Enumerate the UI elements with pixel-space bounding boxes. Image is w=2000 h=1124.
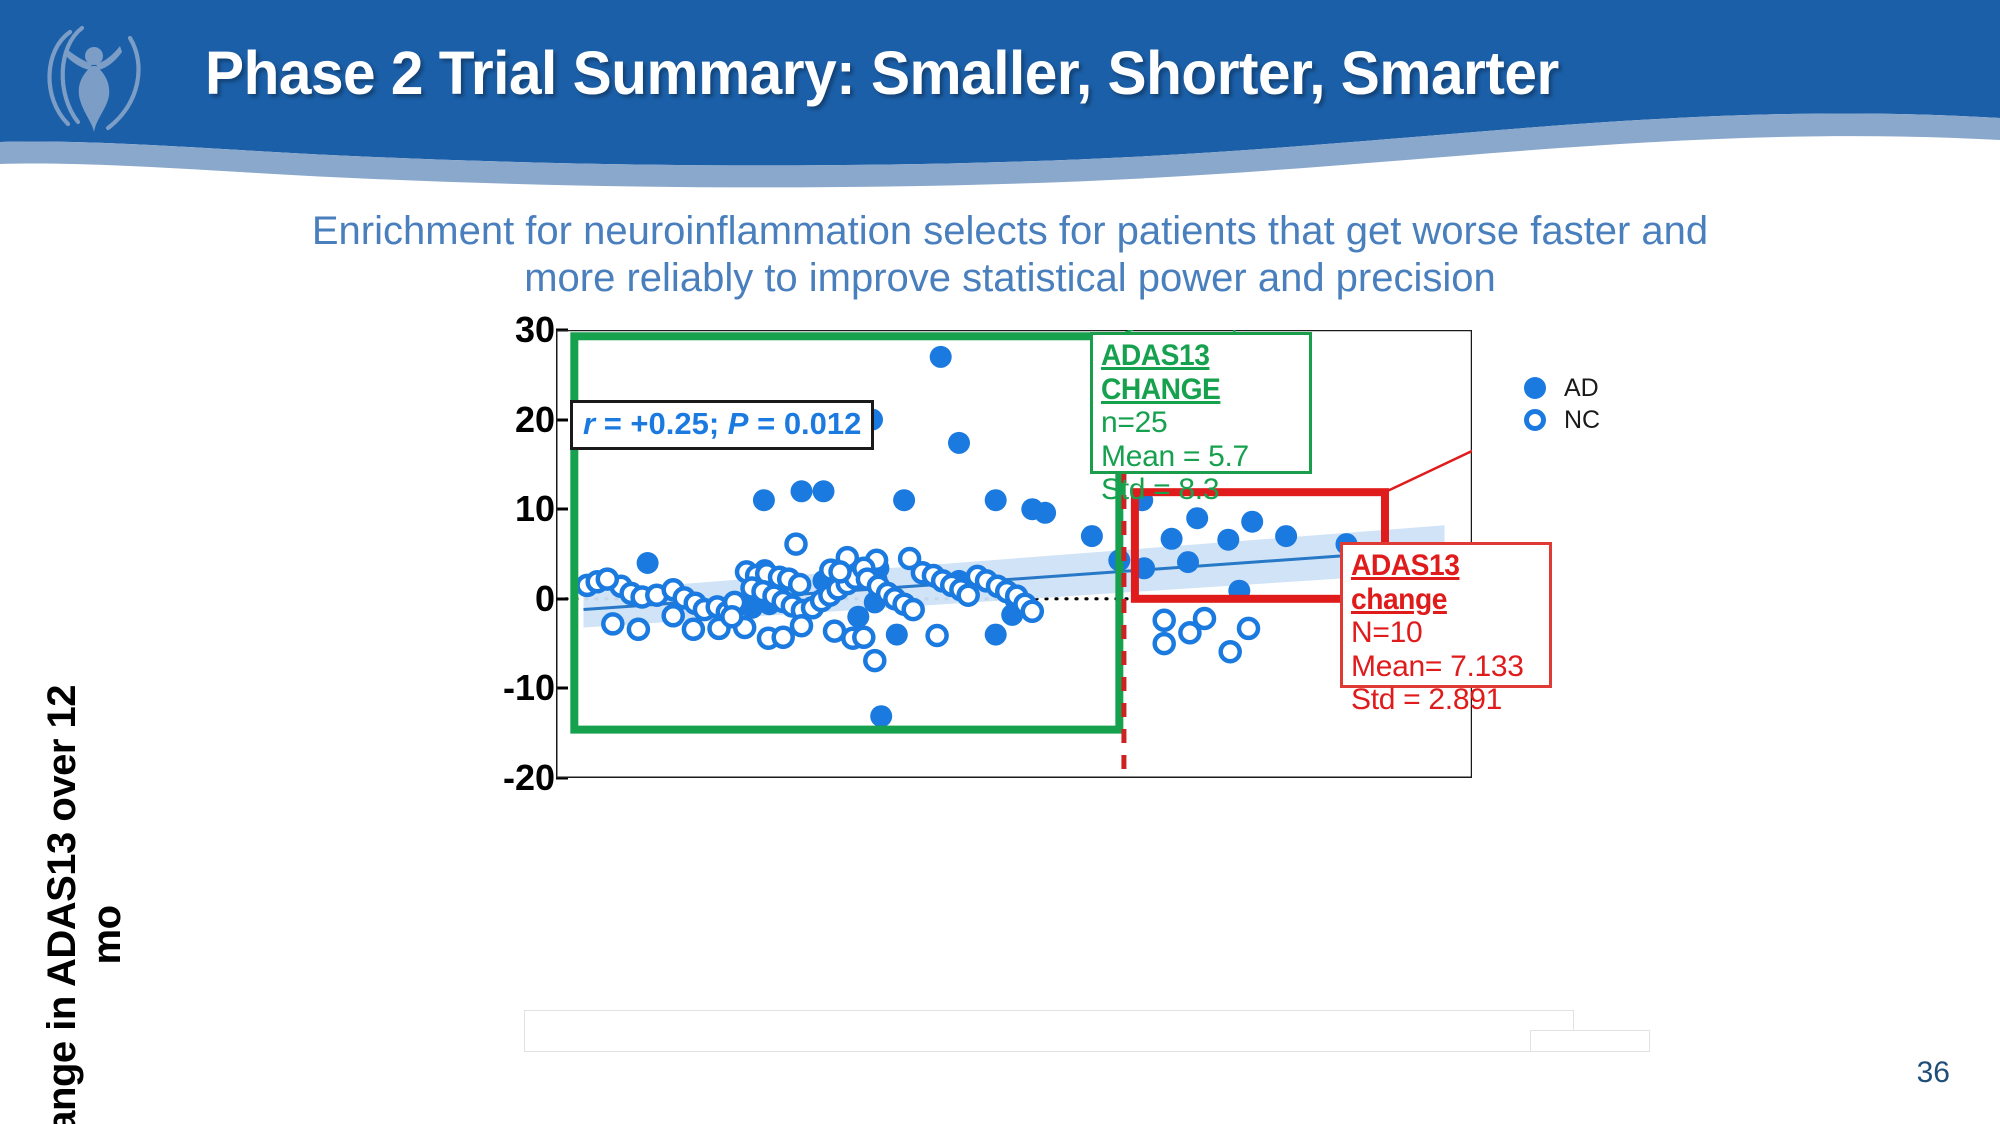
data-point-nc [852,625,876,650]
header-wave-shape [0,0,2000,188]
data-point-ad [847,605,870,628]
data-point-ad [1275,525,1298,548]
data-point-nc [1152,608,1176,633]
ghost-rect-left [524,1010,1574,1052]
data-point-ad [812,480,835,503]
p-value: = 0.012 [748,406,862,441]
open-circle-icon [1524,409,1546,431]
data-point-nc [681,617,706,642]
data-point-nc [863,648,887,673]
data-point-nc [784,532,808,556]
green-annotation-box: ADAS13 CHANGE n=25 Mean = 5.7 Std = 8.3 [1090,332,1312,506]
r-value: = +0.25; [595,406,728,441]
green-callout-mean: Mean = 5.7 [1101,439,1249,473]
p-symbol: P [727,406,749,441]
data-point-nc [789,613,814,638]
y-tick-mark [556,776,568,780]
data-point-ad [893,489,916,512]
data-point-nc [661,604,685,628]
data-point-nc [1192,606,1217,631]
y-tick-mark [556,507,568,511]
chart-legend: AD NC [1524,372,1600,436]
scatter-figure: Change in ADAS13 over 12 mo 30 20 10 0 -10 -2… [0,309,2000,1124]
data-point-ad [885,623,908,646]
legend-item-nc: NC [1524,404,1600,436]
data-point-nc [956,583,980,607]
y-tick-mark [556,686,568,690]
data-point-ad [984,623,1007,646]
legend-label-nc: NC [1564,405,1601,434]
data-point-nc [897,546,922,571]
data-point-ad [870,705,893,728]
data-point-nc [1236,616,1261,641]
data-point-nc [595,567,620,591]
legend-label-ad: AD [1564,373,1599,402]
y-tick-label: 0 [534,577,555,619]
green-selection-rectangle [570,332,1124,734]
scatter-plot-canvas [556,330,1472,778]
data-point-nc [771,625,795,650]
subtitle-line-1: Enrichment for neuroinflammation selects… [311,209,1709,253]
data-point-ad [1217,528,1240,551]
red-callout-n: N=10 [1351,616,1423,650]
red-callout-std: Std = 2.891 [1351,683,1502,717]
data-point-ad [984,489,1007,512]
data-point-ad [636,552,659,574]
data-point-ad [1034,501,1057,524]
y-tick-label: 20 [514,398,555,440]
data-point-ad [741,596,763,619]
data-point-ad [1186,507,1209,530]
data-point-ad [1080,525,1103,548]
y-axis-tick-labels: 30 20 10 0 -10 -20 [480,309,568,890]
red-annotation-box: ADAS13 change N=10 Mean= 7.133 Std = 2.8… [1340,542,1552,716]
slide-title: Phase 2 Trial Summary: Smaller, Shorter,… [205,39,1559,107]
data-point-nc [1218,639,1242,664]
r-symbol: r [583,406,596,441]
plot-area [556,330,1472,778]
red-callout-title: ADAS13 change [1351,549,1460,616]
subtitle: Enrichment for neuroinflammation selects… [160,208,1860,302]
data-point-ad [1177,551,1199,574]
subtitle-line-2: more reliably to improve statistical pow… [524,255,1496,300]
green-callout-std: Std = 8.3 [1101,473,1220,507]
correlation-stat-box: r = +0.25; P = 0.012 [570,400,875,450]
ghost-rect-right [1530,1030,1650,1052]
y-tick-label: -10 [502,667,555,709]
human-figure-logo [47,25,141,132]
slide-number: 36 [1916,1056,1950,1089]
data-point-ad [752,489,775,512]
data-point-ad [790,480,813,503]
data-point-nc [1020,599,1045,624]
red-callout-mean: Mean= 7.133 [1351,649,1524,683]
y-axis-title: Change in ADAS13 over 12 mo [40,685,129,1124]
y-tick-label: 10 [514,488,555,530]
red-callout-connector [1384,449,1472,494]
y-tick-mark [556,597,568,601]
data-point-nc [901,597,925,622]
data-point-ad [929,345,952,368]
data-point-nc [720,604,744,629]
header-banner: Phase 2 Trial Summary: Smaller, Shorter,… [0,0,2000,200]
filled-circle-icon [1524,377,1546,399]
data-point-nc [1178,621,1202,645]
data-point-ad [948,431,970,454]
series-nc [575,532,1261,673]
y-tick-mark [556,418,568,422]
data-point-nc [601,612,625,636]
data-point-nc [1152,631,1176,656]
data-point-nc [925,623,949,648]
data-point-ad [1160,527,1183,550]
legend-item-ad: AD [1524,372,1600,404]
y-tick-label: 30 [514,309,555,350]
data-point-nc [626,617,651,642]
y-tick-label: -20 [502,757,555,798]
data-point-nc [828,560,852,584]
green-callout-title: ADAS13 CHANGE [1101,339,1221,406]
data-point-nc [787,572,812,597]
green-callout-n: n=25 [1101,406,1168,440]
data-point-ad [1241,510,1264,533]
